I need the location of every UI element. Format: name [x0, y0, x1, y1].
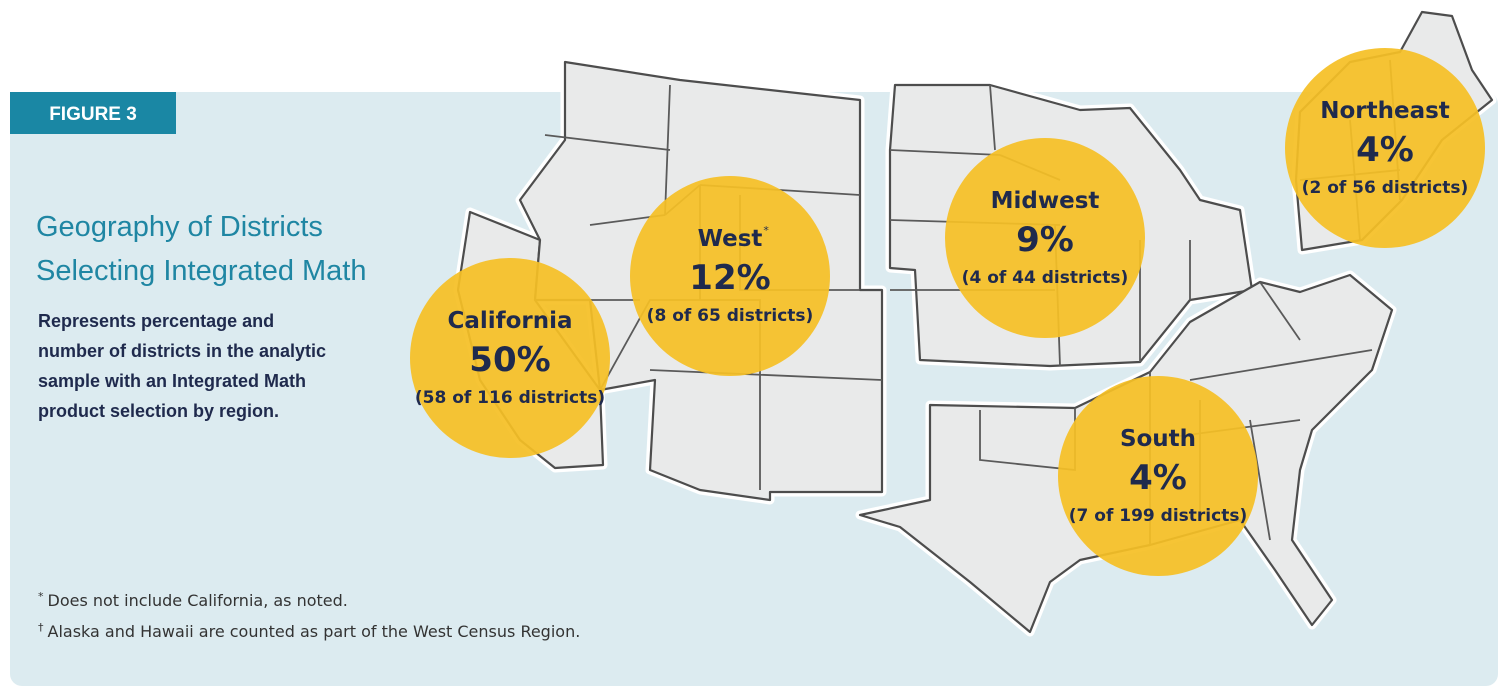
- region-circle: [630, 176, 830, 376]
- title-line: Geography of Districts: [36, 211, 323, 243]
- region-percent: 12%: [689, 258, 770, 298]
- description-line: number of districts in the analytic: [38, 341, 326, 361]
- region-circle: [945, 138, 1145, 338]
- footnote-mark: †: [38, 621, 44, 634]
- region-name: West: [698, 226, 763, 252]
- region-detail: (4 of 44 districts): [962, 268, 1129, 288]
- region-name: Northeast: [1320, 98, 1450, 124]
- footnote: * Does not include California, as noted.: [38, 590, 348, 610]
- region-detail: (7 of 199 districts): [1069, 506, 1247, 526]
- footnote-text: Alaska and Hawaii are counted as part of…: [48, 622, 581, 641]
- figure-tab: [10, 92, 176, 134]
- description-line: Represents percentage and: [38, 311, 274, 331]
- footnote-mark: *: [38, 590, 44, 603]
- footnote-text: Does not include California, as noted.: [48, 591, 348, 610]
- region-percent: 4%: [1356, 130, 1414, 170]
- region-circle: [1058, 376, 1258, 576]
- footnote: † Alaska and Hawaii are counted as part o…: [38, 621, 580, 641]
- region-detail: (58 of 116 districts): [415, 388, 605, 408]
- title-line: Selecting Integrated Math: [36, 255, 366, 287]
- region-name: Midwest: [991, 188, 1100, 214]
- region-percent: 9%: [1016, 220, 1074, 260]
- figure-label: FIGURE 3: [49, 104, 137, 125]
- region-name: South: [1120, 426, 1196, 452]
- description-line: sample with an Integrated Math: [38, 371, 306, 391]
- region-detail: (8 of 65 districts): [647, 306, 814, 326]
- region-circle: [1285, 48, 1485, 248]
- description-line: product selection by region.: [38, 401, 279, 421]
- region-marker: *: [763, 224, 769, 237]
- region-detail: (2 of 56 districts): [1302, 178, 1469, 198]
- region-name: California: [447, 308, 572, 334]
- region-percent: 50%: [469, 340, 550, 380]
- region-circle: [410, 258, 610, 458]
- region-percent: 4%: [1129, 458, 1187, 498]
